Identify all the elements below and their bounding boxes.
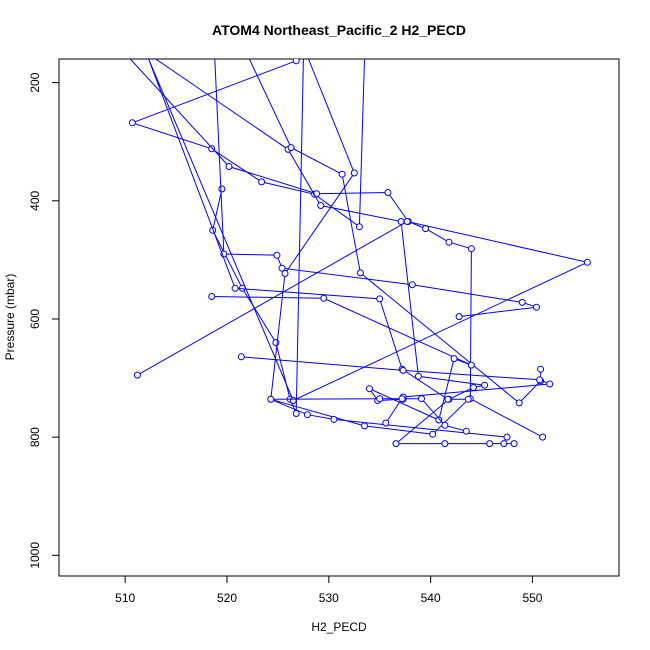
series-9: [237, 353, 554, 427]
data-point: [231, 284, 239, 292]
data-point: [355, 223, 363, 231]
series-line: [130, 59, 365, 228]
data-point: [403, 218, 411, 225]
series-8: [208, 293, 475, 424]
y-tick-label: 800: [28, 427, 42, 447]
x-tick-label: 530: [319, 591, 339, 605]
series-6: [248, 59, 545, 407]
data-point: [289, 397, 297, 404]
data-point: [281, 270, 289, 277]
data-point: [518, 298, 526, 306]
data-point: [350, 169, 358, 177]
data-point: [272, 339, 280, 347]
data-point: [361, 422, 368, 430]
data-point: [399, 366, 407, 374]
data-point: [510, 440, 518, 448]
data-point: [515, 399, 523, 407]
data-point: [444, 395, 452, 403]
data-point: [537, 365, 545, 373]
x-axis-label: H2_PECD: [311, 620, 367, 634]
series-line: [212, 59, 304, 414]
data-point: [503, 433, 511, 441]
series-4: [214, 59, 540, 321]
data-point: [392, 440, 400, 448]
data-point: [208, 145, 216, 153]
y-axis: 200 400 600 800 1000: [28, 72, 59, 569]
data-point: [303, 411, 311, 419]
plot-frame: [58, 58, 620, 577]
data-point: [128, 119, 136, 127]
series-line: [129, 59, 543, 438]
data-point: [384, 189, 392, 196]
data-point: [376, 395, 384, 403]
series-line: [248, 59, 542, 404]
series-line: [270, 59, 467, 432]
data-point: [258, 178, 266, 186]
data-point: [225, 163, 233, 170]
data-point: [464, 395, 472, 403]
data-point: [267, 395, 275, 403]
data-point: [338, 170, 346, 178]
y-tick-label: 400: [28, 190, 42, 210]
data-point: [481, 381, 489, 389]
data-point: [500, 440, 508, 448]
x-tick-label: 550: [522, 591, 542, 605]
data-point: [273, 251, 281, 259]
data-point: [292, 59, 300, 65]
data-point: [320, 294, 328, 302]
data-point: [455, 313, 463, 321]
data-point: [486, 440, 494, 448]
data-point: [133, 371, 141, 379]
series-line: [214, 59, 537, 318]
data-point: [546, 380, 554, 388]
data-point: [237, 353, 245, 361]
y-tick-label: 1000: [28, 542, 42, 569]
data-point: [408, 281, 416, 289]
y-tick-label: 600: [28, 309, 42, 329]
data-point: [450, 355, 458, 363]
data-point: [536, 376, 544, 384]
x-tick-label: 510: [115, 591, 135, 605]
y-tick-label: 200: [28, 72, 42, 92]
data-point: [418, 395, 425, 403]
series-1: [128, 59, 365, 231]
data-point: [445, 238, 453, 246]
data-point: [330, 415, 338, 423]
data-point: [317, 202, 325, 209]
data-point: [414, 372, 422, 380]
data-point: [376, 295, 384, 303]
y-axis-label: Pressure (mbar): [3, 274, 17, 361]
x-tick-label: 520: [217, 591, 237, 605]
data-point: [218, 185, 226, 193]
data-point: [539, 433, 547, 441]
data-point: [366, 385, 373, 393]
x-tick-label: 540: [421, 591, 441, 605]
data-point: [441, 421, 449, 429]
series-line: [137, 59, 589, 438]
series-5: [155, 59, 518, 448]
data-point: [462, 427, 470, 435]
data-point: [435, 416, 443, 424]
data-point: [208, 293, 216, 300]
data-point: [398, 395, 406, 403]
data-point: [583, 258, 591, 266]
plot-area: [128, 59, 591, 448]
data-point: [429, 430, 437, 438]
chart-title: ATOM4 Northeast_Pacific_2 H2_PECD: [212, 22, 466, 38]
data-point: [356, 269, 364, 277]
series-10: [267, 59, 470, 435]
data-point: [441, 440, 449, 448]
x-axis: 510 520 530 540 550: [115, 576, 543, 605]
series-line: [155, 59, 515, 445]
data-point: [278, 264, 286, 272]
data-point: [467, 361, 475, 369]
data-point: [469, 384, 477, 391]
data-point: [533, 303, 540, 311]
data-point: [467, 245, 475, 253]
series-line: [211, 296, 472, 421]
data-point: [287, 144, 295, 152]
data-point: [382, 419, 390, 427]
